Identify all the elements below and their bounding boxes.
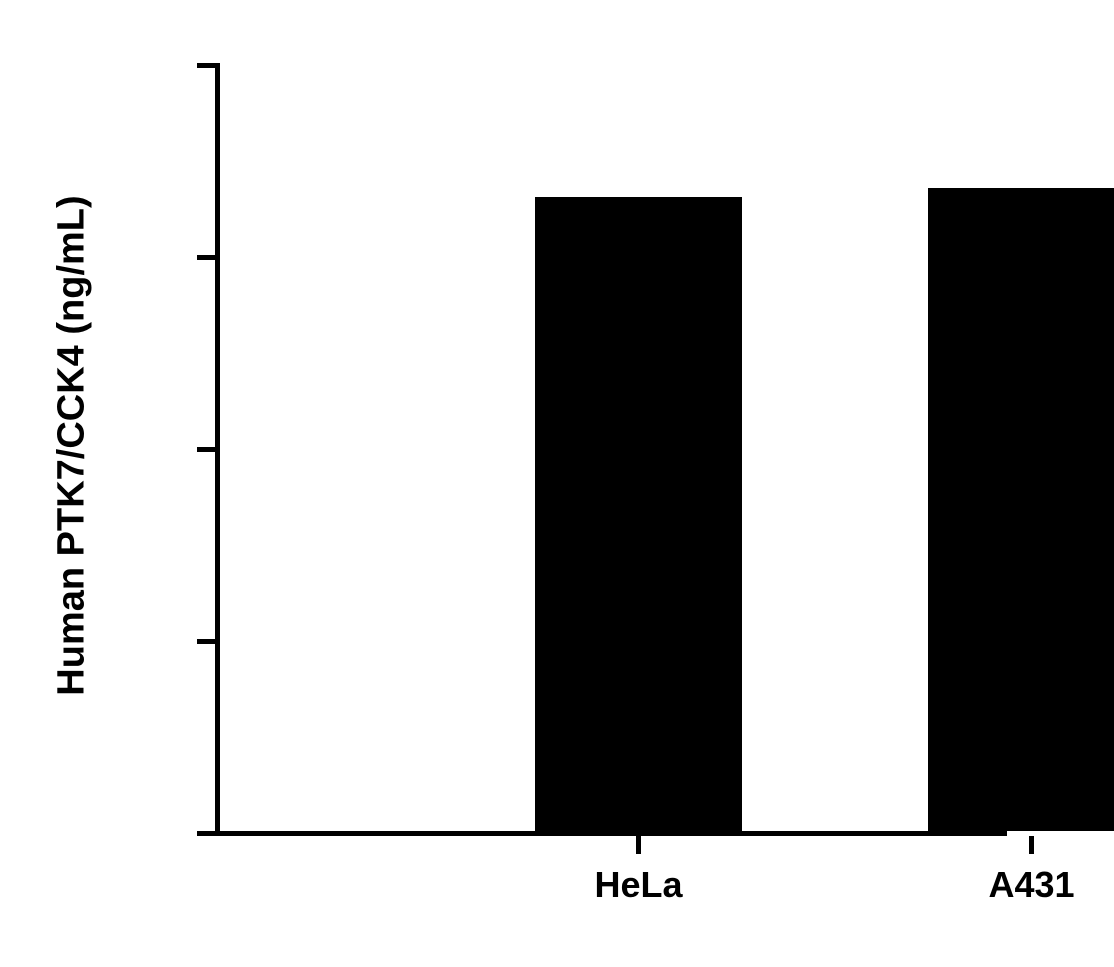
bar [535,197,742,831]
y-tick [197,255,215,260]
y-tick [197,63,215,68]
x-tick-label: HeLa [539,864,739,906]
bar [928,188,1114,831]
y-tick [197,639,215,644]
x-tick [1029,836,1034,854]
x-axis-line [215,831,1007,836]
x-tick-label: A431 [932,864,1114,906]
y-axis-line [215,63,220,836]
y-tick [197,831,215,836]
chart-container: 020406080 HeLaA431 Human PTK7/CCK4 (ng/m… [0,0,1114,967]
y-axis-label: Human PTK7/CCK4 (ng/mL) [51,146,94,746]
x-tick [636,836,641,854]
y-tick [197,447,215,452]
